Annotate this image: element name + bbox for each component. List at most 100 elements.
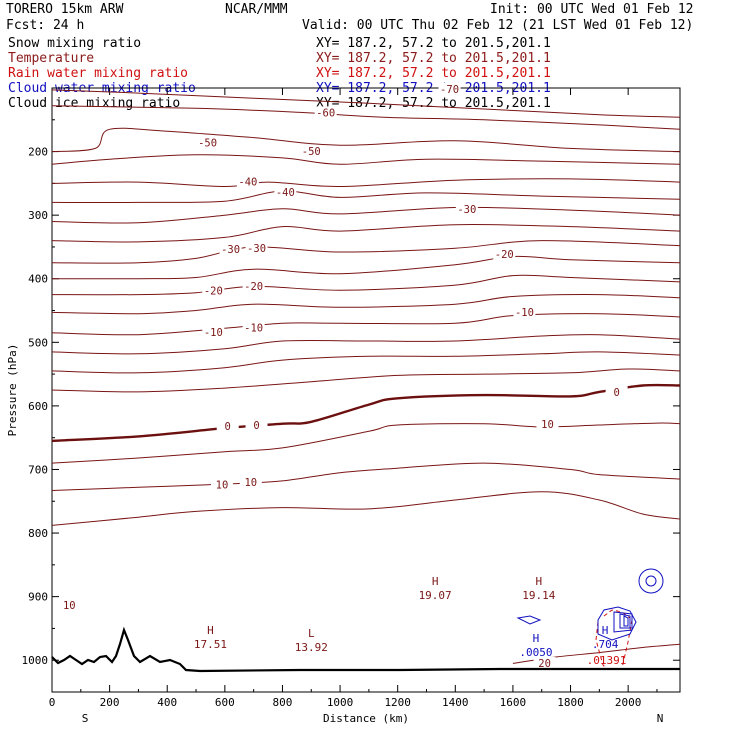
temperature-contour-17 <box>51 422 681 464</box>
temperature-contour-19 <box>51 491 681 526</box>
contour-label-bg <box>216 419 239 432</box>
contour-label-bg <box>242 280 265 293</box>
x-axis-title: Distance (km) <box>323 712 409 725</box>
contour-label-bg <box>314 106 337 119</box>
contour-label-bg <box>300 145 323 158</box>
contour-label-bg <box>196 136 219 149</box>
x-tick-label: 0 <box>49 696 56 709</box>
contour-label-bg <box>245 241 268 254</box>
contour-label-12: -10 <box>515 307 534 319</box>
max-min-markers: H17.51L13.92H19.07H19.14H.0050H.704.0139… <box>194 575 627 667</box>
legend-xy-1: XY= 187.2, 57.2 to 201.5,201.1 <box>316 51 551 66</box>
contour-labels: -70 -60 -50 -50 -40 -40 -30 -30 -30 -20 -20 -20 -10 -… <box>58 82 628 670</box>
temperature-contour-6 <box>51 206 681 224</box>
contour-label-bg <box>219 243 242 256</box>
contour-label-22: 20 <box>538 658 551 670</box>
y-tick-label: 200 <box>28 146 48 159</box>
temperature-contour-10 <box>51 274 681 296</box>
temperature-contour-9 <box>51 255 681 280</box>
temperature-contour-8 <box>51 240 681 264</box>
temperature-contour-2 <box>51 127 681 153</box>
init-time: Init: 00 UTC Wed 01 Feb 12 <box>490 2 694 17</box>
contour-label-7: -30 <box>221 244 240 256</box>
contour-label-bg <box>242 321 265 334</box>
contour-label-14: -10 <box>244 322 263 334</box>
legend-xy-0: XY= 187.2, 57.2 to 201.5,201.1 <box>316 36 551 51</box>
legend-field-4: Cloud ice mixing ratio <box>8 96 180 111</box>
contour-label-bg <box>58 599 81 612</box>
y-tick-label: 700 <box>28 463 48 476</box>
contour-label-bg <box>493 248 516 261</box>
cloud-water-contours <box>516 568 664 641</box>
contour-label-2: -50 <box>198 137 217 149</box>
model-title: TORERO 15km ARW <box>6 2 124 17</box>
contour-label-bg <box>236 175 259 188</box>
y-axis-title: Pressure (hPa) <box>6 344 19 437</box>
extremum-value-1: 13.92 <box>295 641 328 654</box>
extremum-value-5: .704 <box>592 638 619 651</box>
extremum-type-0: H <box>207 624 214 637</box>
forecast-hour: Fcst: 24 h <box>6 18 84 33</box>
contour-label-13: -10 <box>204 327 223 339</box>
plot-frame <box>51 87 681 693</box>
contour-label-bg <box>605 386 628 399</box>
y-tick-label: 400 <box>28 273 48 286</box>
extremum-type-1: L <box>308 627 315 640</box>
rain-water-contours <box>595 609 633 669</box>
extremum-type-5: H <box>602 624 609 637</box>
contour-label-15: 0 <box>613 387 619 399</box>
y-tick-label: 1000 <box>22 654 49 667</box>
temperature-contour-11 <box>51 294 681 315</box>
legend-field-0: Snow mixing ratio <box>8 36 141 51</box>
legend-field-1: Temperature <box>8 51 94 66</box>
contour-label-19: 10 <box>216 479 229 491</box>
contour-label-3: -50 <box>302 146 321 158</box>
contour-label-6: -30 <box>457 204 476 216</box>
contour-label-18: 10 <box>541 419 554 431</box>
extremum-value-4: .0050 <box>519 646 552 659</box>
extremum-value-3: 19.14 <box>522 589 555 602</box>
y-tick-label: 600 <box>28 400 48 413</box>
x-tick-label: 1800 <box>557 696 584 709</box>
extremum-value-0: 17.51 <box>194 638 227 651</box>
contour-label-1: -60 <box>316 107 335 119</box>
contour-label-8: -30 <box>247 243 266 255</box>
legend-xy-4: XY= 187.2, 57.2 to 201.5,201.1 <box>316 96 551 111</box>
contour-label-4: -40 <box>238 177 257 189</box>
temperature-contour-13 <box>51 334 681 355</box>
temperature-contour-5 <box>51 190 681 204</box>
temperature-contour-1 <box>51 105 681 130</box>
contour-label-bg <box>202 284 225 297</box>
x-tick-label: 400 <box>157 696 177 709</box>
x-tick-label: 600 <box>215 696 235 709</box>
source-label: NCAR/MMM <box>225 2 288 17</box>
temperature-contour-7 <box>51 224 681 243</box>
contour-label-16: 0 <box>225 421 231 433</box>
temperature-contours <box>51 89 681 664</box>
legend-field-2: Rain water mixing ratio <box>8 66 188 81</box>
temperature-contour-18 <box>51 462 681 491</box>
contour-label-0: -70 <box>440 84 459 96</box>
extremum-type-2: H <box>432 575 439 588</box>
extremum-type-4: H <box>533 632 540 645</box>
contour-label-bg <box>245 419 268 432</box>
contour-label-21: 10 <box>63 600 76 612</box>
contour-label-bg <box>513 306 536 319</box>
contour-label-bg <box>210 478 233 491</box>
x-tick-label: 1400 <box>442 696 469 709</box>
axes: 0 200 400 600 800 1000 1200 1400 1600 1800 2000200… <box>6 88 680 725</box>
north-label: N <box>657 712 664 725</box>
extremum-type-3: H <box>536 575 543 588</box>
temperature-contour-0 <box>51 89 681 118</box>
contour-label-17: 0 <box>253 420 259 432</box>
temperature-contour-15 <box>51 368 681 393</box>
temperature-contour-3 <box>51 154 681 165</box>
x-tick-label: 2000 <box>615 696 642 709</box>
contour-label-bg <box>202 325 225 338</box>
contour-label-20: 10 <box>244 477 257 489</box>
valid-time: Valid: 00 UTC Thu 02 Feb 12 (21 LST Wed … <box>302 18 693 33</box>
temperature-contour-16 <box>51 383 681 443</box>
contour-label-10: -20 <box>204 285 223 297</box>
legend-xy-2: XY= 187.2, 57.2 to 201.5,201.1 <box>316 66 551 81</box>
